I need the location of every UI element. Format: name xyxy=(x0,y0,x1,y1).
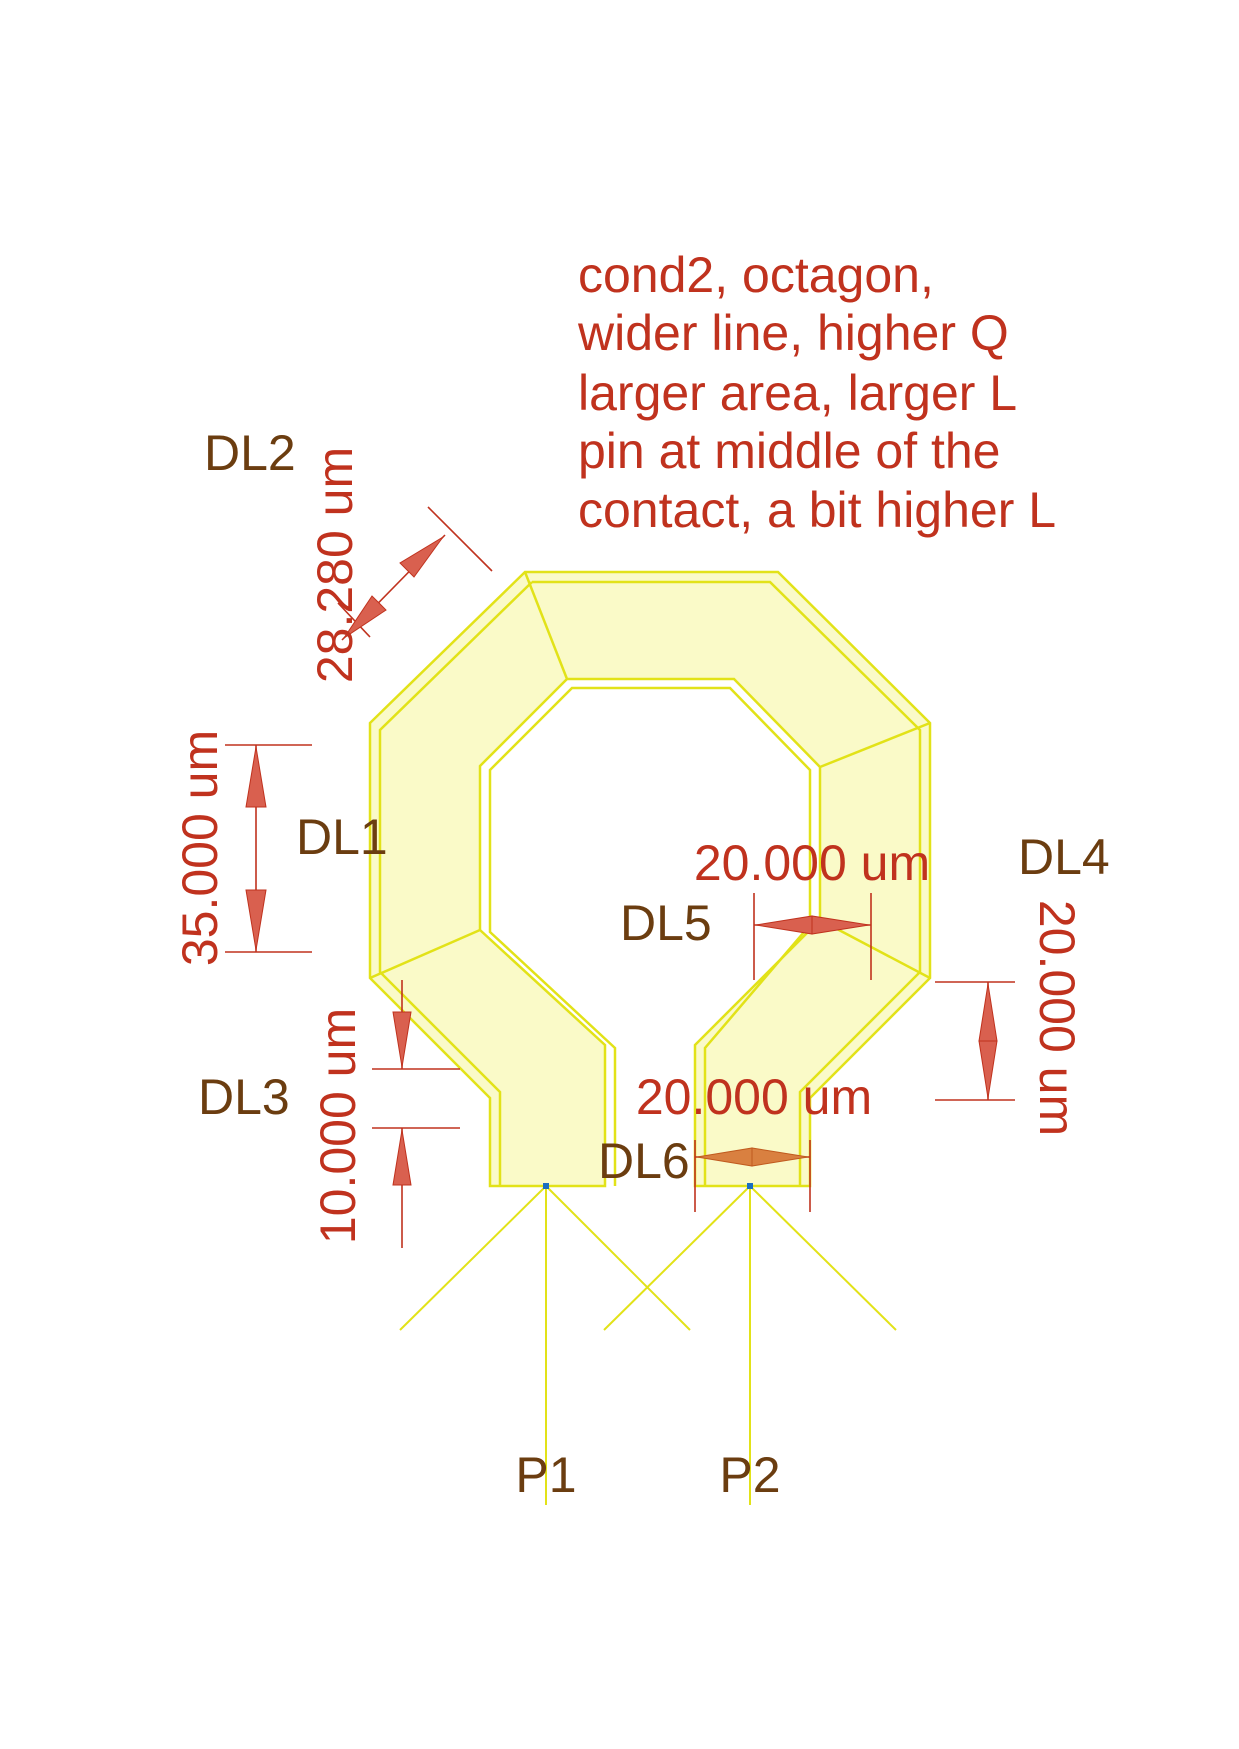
label-dl5: DL5 xyxy=(620,895,712,951)
dimension-dl3: 10.000 um xyxy=(310,980,460,1248)
segment-divider-top-right xyxy=(819,721,931,769)
label-dl6: DL6 xyxy=(598,1133,690,1189)
parameter-labels: DL1 DL2 DL3 DL4 DL5 DL6 P1 P2 xyxy=(198,425,1110,1503)
note-line-5: contact, a bit higher L xyxy=(578,482,1056,538)
pin-p2-left xyxy=(603,1185,751,1331)
dl5-value: 20.000 um xyxy=(694,835,930,891)
pin-p2-marker xyxy=(747,1183,753,1189)
dl1-value: 35.000 um xyxy=(172,730,228,966)
label-p2: P2 xyxy=(719,1447,780,1503)
dl4-value: 20.000 um xyxy=(1029,900,1085,1136)
pin-p1-left xyxy=(399,1185,547,1331)
label-dl4: DL4 xyxy=(1018,829,1110,885)
dl2-extension-inner xyxy=(337,602,371,638)
dl3-arrow-top xyxy=(392,1011,412,1068)
note-line-4: pin at middle of the xyxy=(578,423,1001,479)
label-dl2: DL2 xyxy=(204,425,296,481)
port-pins xyxy=(399,1183,897,1505)
pin-p2-right xyxy=(749,1185,897,1331)
note-line-1: cond2, octagon, xyxy=(578,247,934,303)
conductor-outer-bevel-left xyxy=(378,581,533,1186)
design-notes: cond2, octagon, wider line, higher Q lar… xyxy=(577,247,1056,538)
dl6-arrow-right xyxy=(751,1147,809,1167)
conductor-shape xyxy=(368,570,932,1188)
note-line-3: larger area, larger L xyxy=(578,365,1017,421)
dimension-dl2: 28.280 um xyxy=(307,447,493,683)
dl2-arrow-outer xyxy=(399,536,444,578)
dl4-arrow-bottom xyxy=(978,1040,998,1099)
segment-divider-top-left xyxy=(523,571,569,680)
label-p1: P1 xyxy=(515,1447,576,1503)
dl3-arrow-bottom xyxy=(392,1129,412,1186)
pin-p1-marker xyxy=(543,1183,549,1189)
label-dl1: DL1 xyxy=(296,809,388,865)
dl3-value: 10.000 um xyxy=(310,1008,366,1244)
segment-divider-left xyxy=(369,928,481,980)
dl5-arrow-left xyxy=(755,915,813,935)
label-dl3: DL3 xyxy=(198,1069,290,1125)
octagon-conductor xyxy=(368,570,932,1188)
dl5-arrow-right xyxy=(811,915,870,935)
dimension-dl1: 35.000 um xyxy=(172,730,312,966)
dl2-extension-outer xyxy=(427,506,493,572)
conductor-inner-bevel xyxy=(488,686,812,1186)
dimension-dl6: 20.000 um xyxy=(636,1069,872,1212)
dl1-arrow-top xyxy=(245,746,267,808)
pin-p1-right xyxy=(545,1185,691,1331)
dl1-arrow-bottom xyxy=(245,889,267,951)
dimension-dl4: 20.000 um xyxy=(935,900,1085,1136)
dl6-value: 20.000 um xyxy=(636,1069,872,1125)
dl4-arrow-top xyxy=(978,983,998,1042)
conductor-outer-bevel xyxy=(532,580,922,1186)
dl2-arrow-inner xyxy=(343,595,387,639)
note-line-2: wider line, higher Q xyxy=(577,305,1009,361)
dl2-value: 28.280 um xyxy=(307,447,363,683)
dimension-dl5: 20.000 um xyxy=(694,835,930,980)
